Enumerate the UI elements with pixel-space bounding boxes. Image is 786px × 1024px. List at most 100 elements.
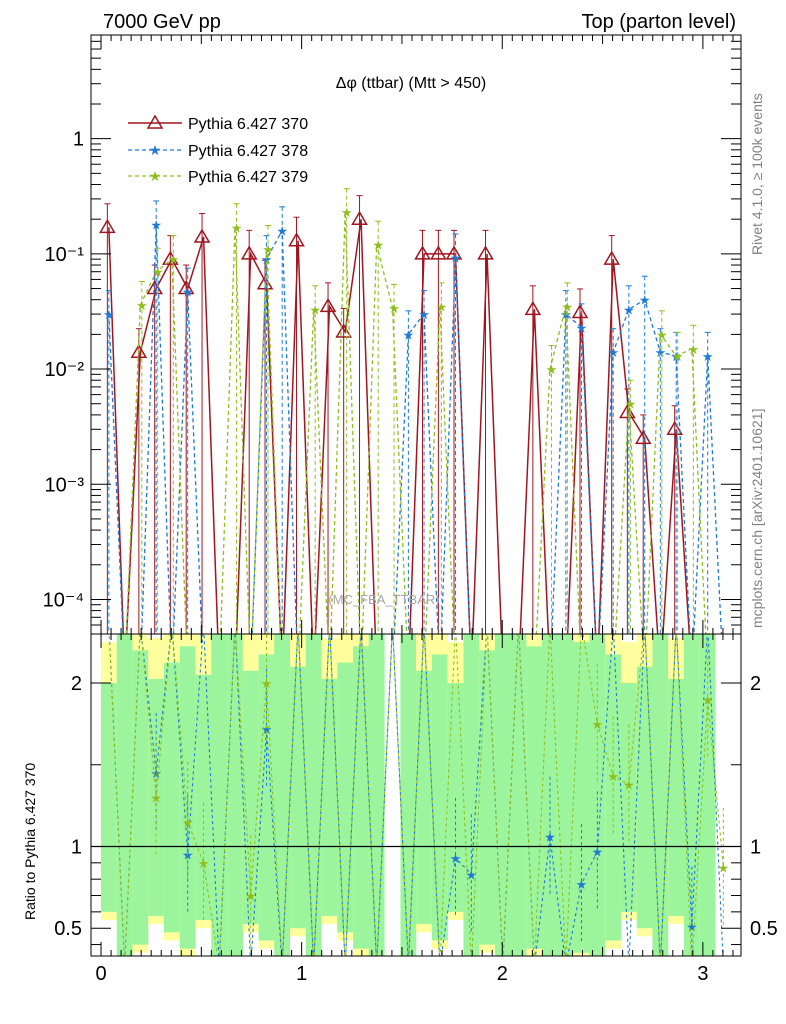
ratio-point-379: ★	[245, 889, 257, 904]
data-point-370	[177, 280, 195, 295]
ratio-band-green	[321, 678, 338, 916]
legend-label-379: Pythia 6.427 379	[188, 169, 308, 186]
data-point-378: ★	[655, 345, 667, 360]
data-point-370	[524, 300, 542, 316]
ratio-band-green	[353, 646, 369, 949]
ratio-band-green	[668, 678, 685, 916]
data-point-370	[99, 218, 116, 234]
y-tick-label-ratio-right: 1	[750, 836, 761, 858]
ratio-band-green	[163, 662, 180, 933]
chart-title: Δφ (ttbar) (Mtt > 450)	[336, 75, 486, 92]
data-point-378: ★	[576, 320, 588, 335]
ratio-band-green	[274, 634, 291, 956]
data-point-379: ★	[341, 205, 353, 220]
ratio-point-378: ★	[150, 766, 162, 781]
data-point-379: ★	[372, 238, 384, 253]
mcplots-source-label: mcplots.cern.ch [arXiv:2401.10621]	[749, 409, 765, 628]
ratio-y-axis-label: Ratio to Pythia 6.427 370	[22, 763, 38, 920]
observable-category: Top (parton level)	[581, 11, 736, 33]
data-point-378: ★	[418, 307, 430, 322]
legend-marker-379: ★	[149, 168, 162, 184]
ratio-point-378: ★	[261, 722, 273, 737]
ratio-band-green	[605, 654, 622, 941]
legend-marker-370	[146, 114, 164, 129]
main-series-group: ★★★★★★★★★★★★★★ ★ ★★★★★★★★★★ ★★★★★★ ★	[99, 188, 723, 634]
data-point-378: ★	[639, 293, 651, 308]
ratio-band-green	[447, 683, 464, 912]
main-plot: ★★★★★★★★★★★★★★ ★ ★★★★★★★★★★ ★★★★★★ ★ (MC_FBA…	[43, 34, 742, 635]
ratio-band-green	[479, 650, 495, 945]
data-point-379: ★	[688, 342, 700, 357]
data-point-378: ★	[103, 307, 115, 322]
data-point-378: ★	[450, 250, 462, 265]
y-tick-label-ratio-right: 0.5	[750, 918, 778, 940]
ratio-band-green	[227, 634, 243, 956]
main-axes: 10⁻⁴ 10⁻³ 10⁻² 10⁻¹ 1	[43, 35, 741, 634]
ratio-point-379: ★	[718, 861, 730, 876]
legend-entry-370[interactable]: Pythia 6.427 370	[128, 114, 308, 133]
ratio-band-green	[258, 654, 275, 941]
ratio-plot: ★ ★ ★ ★ ★ ★ ★ ★ ★ ★ ★ ★ ★ ★ ★ ★ ★ ★ ★ 0 1 2 3 0.5 0.5 1 1 2 2	[54, 633, 778, 985]
data-point-379: ★	[546, 362, 558, 377]
ratio-point-379: ★	[607, 769, 619, 784]
ratio-point-378: ★	[450, 851, 462, 866]
ratio-band-green	[463, 634, 480, 956]
ratio-band-green	[589, 634, 606, 956]
data-point-370	[130, 343, 148, 358]
data-point-370	[414, 245, 431, 260]
data-point-379: ★	[388, 301, 400, 316]
series-line-378	[108, 224, 723, 634]
data-point-370	[193, 228, 211, 243]
ratio-band-green	[416, 670, 432, 925]
data-point-378: ★	[403, 327, 415, 342]
data-point-379: ★	[436, 299, 448, 314]
y-tick-label-ratio: 2	[71, 673, 82, 695]
x-tick-label: 1	[296, 963, 307, 985]
ratio-series-group: ★ ★ ★ ★ ★ ★ ★ ★ ★ ★ ★ ★ ★ ★ ★ ★ ★ ★ ★	[108, 634, 730, 956]
y-tick-label-main: 1	[73, 129, 84, 151]
collision-label: 7000 GeV pp	[103, 11, 221, 33]
ratio-band-green	[100, 683, 117, 912]
ratio-point-378: ★	[182, 848, 194, 863]
data-point-370	[666, 420, 684, 436]
y-tick-label-ratio-right: 2	[750, 673, 761, 695]
analysis-watermark: (MC_FBA_TTBAR)	[328, 592, 439, 607]
ratio-band-group	[100, 634, 716, 956]
main-plot-background	[91, 35, 741, 634]
ratio-band-green	[211, 634, 228, 956]
legend-marker-378: ★	[149, 142, 162, 158]
data-point-379: ★	[309, 302, 321, 317]
ratio-band-green	[652, 634, 669, 956]
data-point-379: ★	[656, 327, 668, 342]
data-point-379: ★	[136, 298, 148, 313]
data-point-370	[288, 232, 305, 247]
data-point-379: ★	[231, 220, 243, 235]
ratio-band-green	[305, 634, 322, 956]
ratio-band-green	[683, 634, 700, 956]
rivet-version-label: Rivet 4.1.0, ≥ 100k events	[749, 93, 765, 255]
ratio-band-green	[526, 646, 543, 949]
legend-entry-378[interactable]: ★ Pythia 6.427 378	[128, 142, 308, 160]
data-point-378: ★	[261, 252, 273, 267]
ratio-point-378: ★	[592, 844, 604, 859]
ratio-band-green	[636, 666, 653, 929]
x-tick-label: 0	[95, 963, 106, 985]
data-point-378: ★	[276, 223, 288, 238]
y-tick-label-main: 10⁻¹	[45, 244, 85, 266]
ratio-band-green	[290, 666, 306, 929]
data-point-370	[351, 210, 368, 225]
legend-label-378: Pythia 6.427 378	[188, 143, 308, 160]
ratio-band-green	[195, 674, 212, 921]
y-tick-label-main: 10⁻³	[45, 474, 85, 496]
data-point-370	[445, 245, 463, 260]
data-point-379: ★	[625, 397, 637, 412]
data-point-378: ★	[182, 285, 194, 300]
legend-entry-379[interactable]: ★ Pythia 6.427 379	[128, 168, 308, 186]
data-point-370	[146, 280, 164, 295]
ratio-band-green	[573, 642, 590, 953]
data-point-370	[477, 245, 494, 260]
ratio-point-379: ★	[261, 676, 273, 691]
data-point-379: ★	[168, 252, 180, 267]
ratio-point-379: ★	[182, 815, 194, 830]
